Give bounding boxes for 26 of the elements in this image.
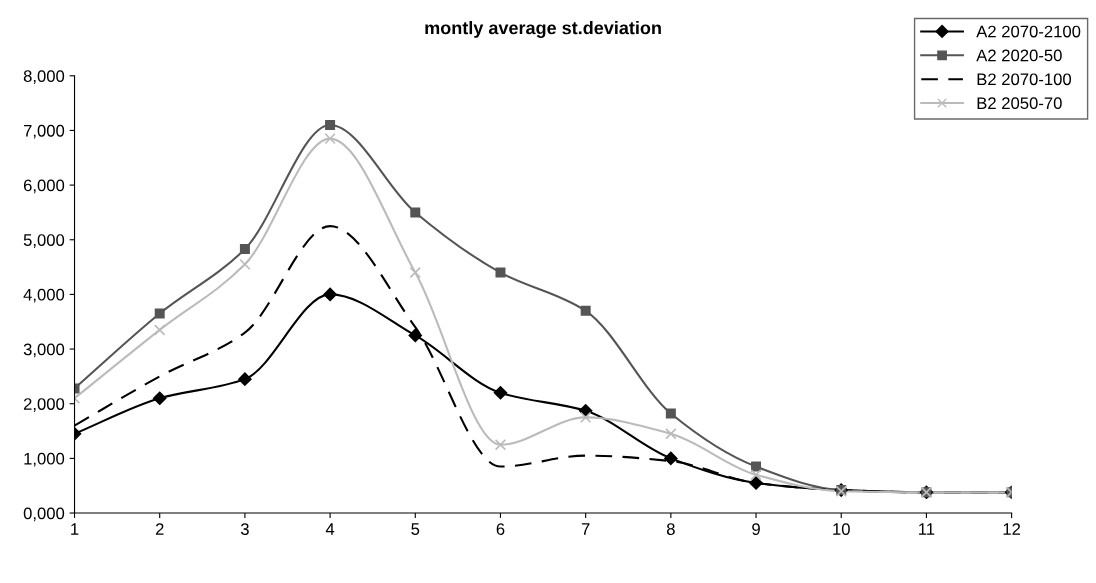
chart-title: montly average st.deviation bbox=[425, 21, 661, 38]
legend-label: B2 2070-100 bbox=[977, 73, 1072, 86]
y-tick-label: 7,000 bbox=[23, 124, 65, 139]
legend-label: B2 2050-70 bbox=[977, 97, 1062, 110]
x-tick-label: 9 bbox=[752, 523, 760, 535]
x-tick-label: 10 bbox=[833, 523, 850, 535]
y-tick-label: 5,000 bbox=[23, 234, 65, 248]
legend-label: A2 2070-2100 bbox=[976, 25, 1081, 38]
legend-label: A2 2020-50 bbox=[976, 49, 1062, 62]
y-tick-label: 3,000 bbox=[23, 343, 65, 358]
x-tick-label: 4 bbox=[325, 523, 335, 535]
x-tick-label: 11 bbox=[919, 523, 935, 535]
x-tick-label: 1 bbox=[71, 523, 79, 535]
y-tick-label: 2,000 bbox=[23, 398, 65, 412]
y-tick-label: 6,000 bbox=[23, 179, 65, 194]
x-tick-label: 8 bbox=[666, 523, 675, 535]
y-tick-label: 8,000 bbox=[23, 70, 65, 84]
x-tick-label: 5 bbox=[411, 523, 420, 535]
y-tick-label: 1,000 bbox=[24, 452, 65, 467]
x-tick-label: 12 bbox=[1003, 523, 1021, 535]
x-tick-label: 3 bbox=[240, 523, 249, 535]
x-tick-label: 6 bbox=[496, 523, 505, 535]
x-tick-label: 2 bbox=[155, 523, 164, 535]
y-tick-label: 4,000 bbox=[23, 288, 65, 303]
x-tick-label: 7 bbox=[581, 523, 590, 535]
y-tick-label: 0,000 bbox=[23, 507, 65, 522]
